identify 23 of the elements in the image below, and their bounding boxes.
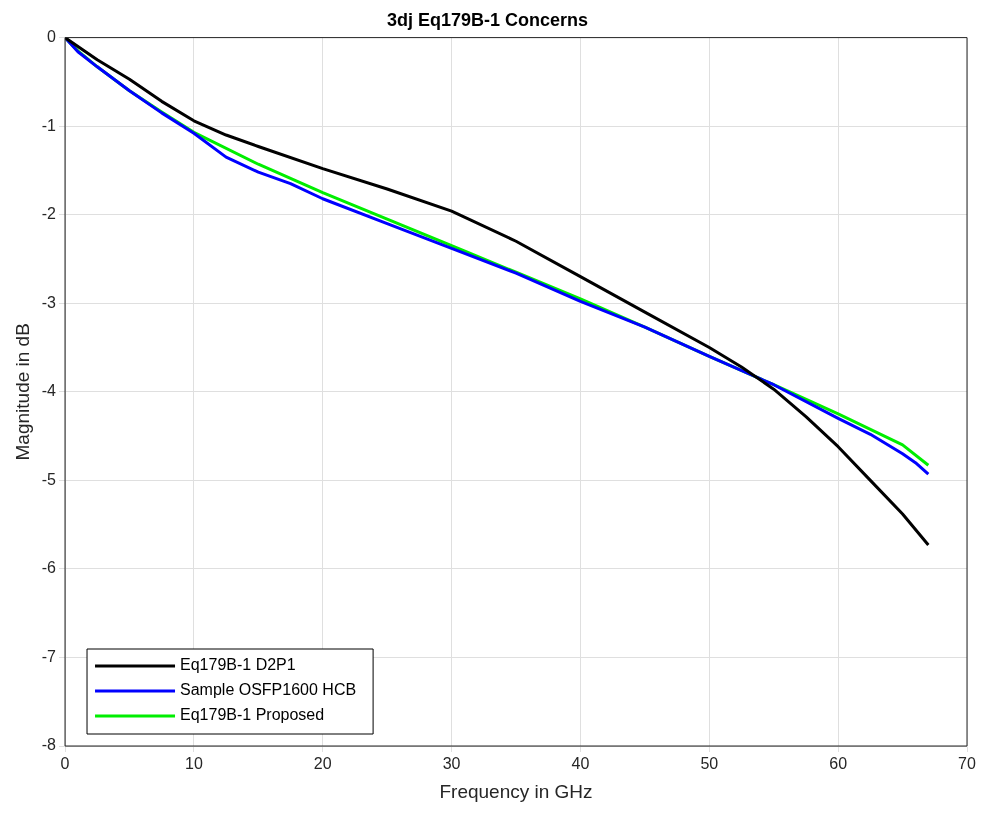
x-tick-label: 30 bbox=[442, 755, 461, 773]
x-tick-label: 60 bbox=[829, 755, 848, 773]
y-tick-label: -1 bbox=[41, 116, 57, 134]
chart-title: 3dj Eq179B-1 Concerns bbox=[386, 9, 589, 30]
x-tick-label: 0 bbox=[60, 755, 70, 773]
legend-label: Eq179B-1 D2P1 bbox=[180, 656, 296, 674]
x-tick-label: 70 bbox=[958, 755, 976, 773]
x-tick-label: 10 bbox=[184, 755, 203, 773]
x-tick-label: 20 bbox=[313, 755, 332, 773]
y-tick-label: -6 bbox=[41, 559, 57, 577]
y-axis-title: Magnitude in dB bbox=[11, 323, 33, 461]
x-tick-label: 40 bbox=[571, 755, 590, 773]
y-tick-label: -2 bbox=[41, 205, 57, 223]
legend-label: Sample OSFP1600 HCB bbox=[180, 681, 357, 699]
y-tick-label: -8 bbox=[41, 736, 57, 754]
y-tick-label: -4 bbox=[41, 382, 57, 400]
y-tick-label: -7 bbox=[41, 647, 57, 665]
y-tick-label: -3 bbox=[41, 293, 57, 311]
legend-label: Eq179B-1 Proposed bbox=[180, 706, 325, 724]
y-tick-label: -5 bbox=[41, 470, 57, 488]
x-axis-title: Frequency in GHz bbox=[439, 780, 593, 802]
x-tick-label: 50 bbox=[700, 755, 719, 773]
y-tick-label: 0 bbox=[47, 28, 57, 46]
